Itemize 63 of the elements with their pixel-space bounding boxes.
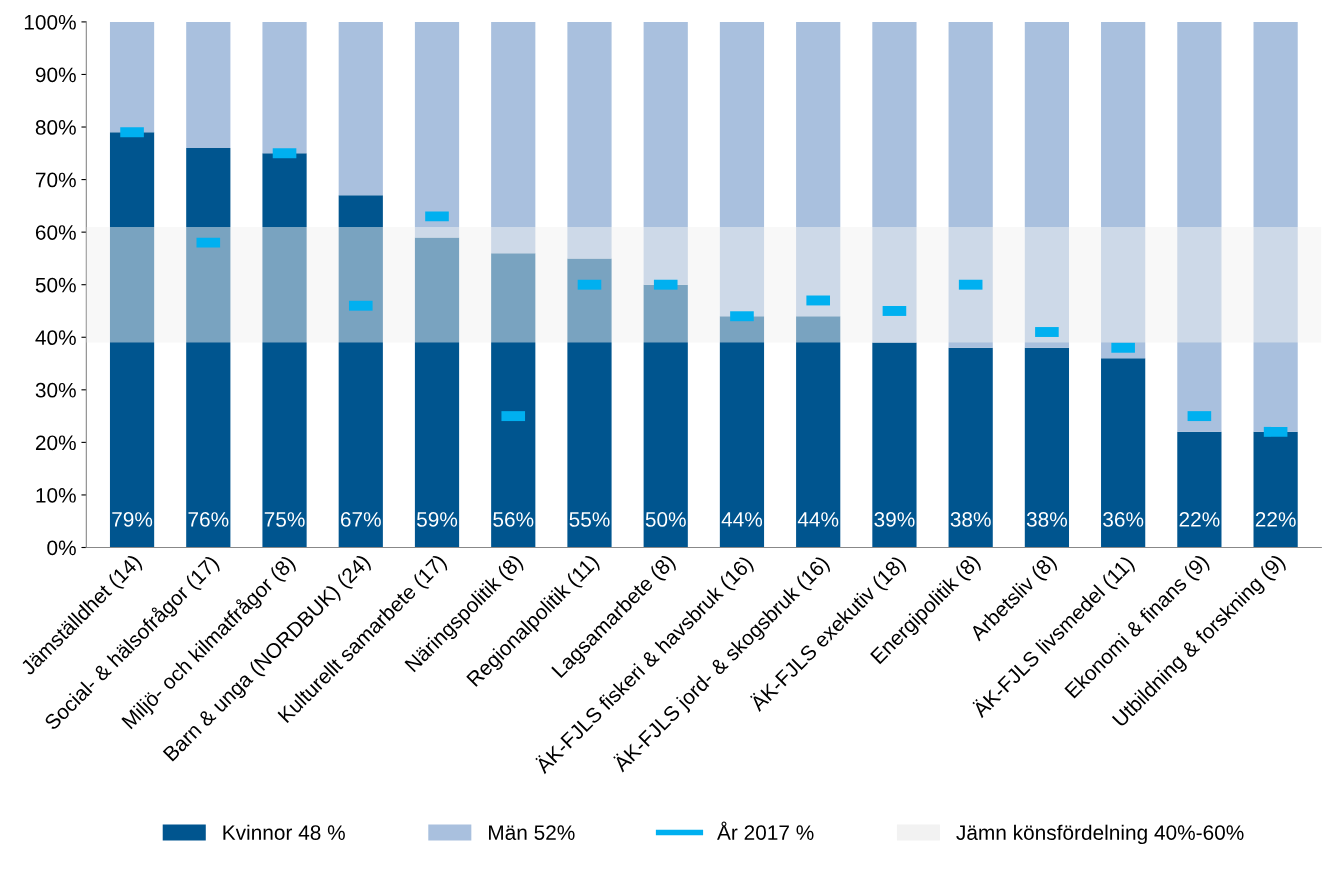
bar: [796, 21, 841, 317]
data-label: 75%: [264, 512, 305, 527]
bar: [491, 253, 536, 548]
bar: [186, 148, 231, 548]
bar: [1101, 21, 1146, 359]
y-tick-label: 10%: [36, 487, 76, 503]
y-tick-label: 70%: [35, 172, 76, 188]
data-label: 38%: [950, 512, 991, 527]
y-tick-label: 30%: [35, 382, 76, 398]
bar: [338, 21, 383, 196]
y-tick-label: 0%: [47, 540, 76, 556]
bar: [1024, 347, 1070, 548]
y-tick-label: 40%: [35, 330, 76, 346]
bar: [414, 21, 460, 238]
y-tick-label: 80%: [35, 120, 76, 135]
bar: [719, 21, 765, 317]
data-label: 22%: [1179, 512, 1220, 527]
data-label: 59%: [417, 512, 458, 527]
data-label: 50%: [645, 512, 686, 527]
data-label: 55%: [569, 512, 610, 527]
bar: [338, 195, 383, 548]
bar: [1177, 431, 1222, 548]
data-label: 22%: [1255, 512, 1296, 527]
bar: [567, 258, 612, 548]
bar: [872, 21, 917, 343]
bar: [872, 342, 917, 548]
y-tick-label: 60%: [35, 225, 76, 240]
data-label: 39%: [874, 512, 915, 527]
bar: [1177, 21, 1222, 432]
data-label: 79%: [112, 512, 153, 527]
bar: [1024, 21, 1070, 348]
bar: [948, 347, 993, 548]
bar: [1253, 21, 1298, 432]
y-tick-label: 20%: [35, 435, 76, 451]
y-tick-label: 90%: [35, 67, 76, 83]
bar: [643, 284, 688, 548]
bar: [948, 21, 993, 348]
data-label: 67%: [340, 512, 381, 527]
data-label: 44%: [797, 512, 839, 527]
bar: [262, 21, 307, 154]
data-label: 44%: [721, 512, 763, 527]
legend-label: Män 52%: [489, 825, 575, 840]
data-label: 76%: [188, 512, 229, 527]
bar: [414, 237, 460, 548]
bar: [262, 153, 307, 548]
bar: [643, 21, 688, 285]
bar: [109, 21, 155, 133]
data-label: 36%: [1103, 512, 1144, 527]
y-tick-label: 100%: [24, 14, 76, 30]
legend-label: Kvinnor 48 %: [223, 824, 345, 840]
bar: [1101, 358, 1146, 548]
legend-label: År 2017 %: [717, 821, 814, 840]
data-label: 56%: [493, 512, 534, 527]
data-label: 38%: [1026, 512, 1068, 527]
bar: [491, 21, 536, 254]
bar: [1253, 431, 1298, 548]
bar: [567, 21, 612, 259]
y-tick-label: 50%: [35, 277, 76, 293]
bar: [719, 316, 765, 548]
bar: [109, 132, 155, 548]
legend-label: Jämn könsfördelning 40%-60%: [956, 824, 1244, 845]
bar: [186, 21, 231, 149]
bar: [796, 316, 841, 548]
